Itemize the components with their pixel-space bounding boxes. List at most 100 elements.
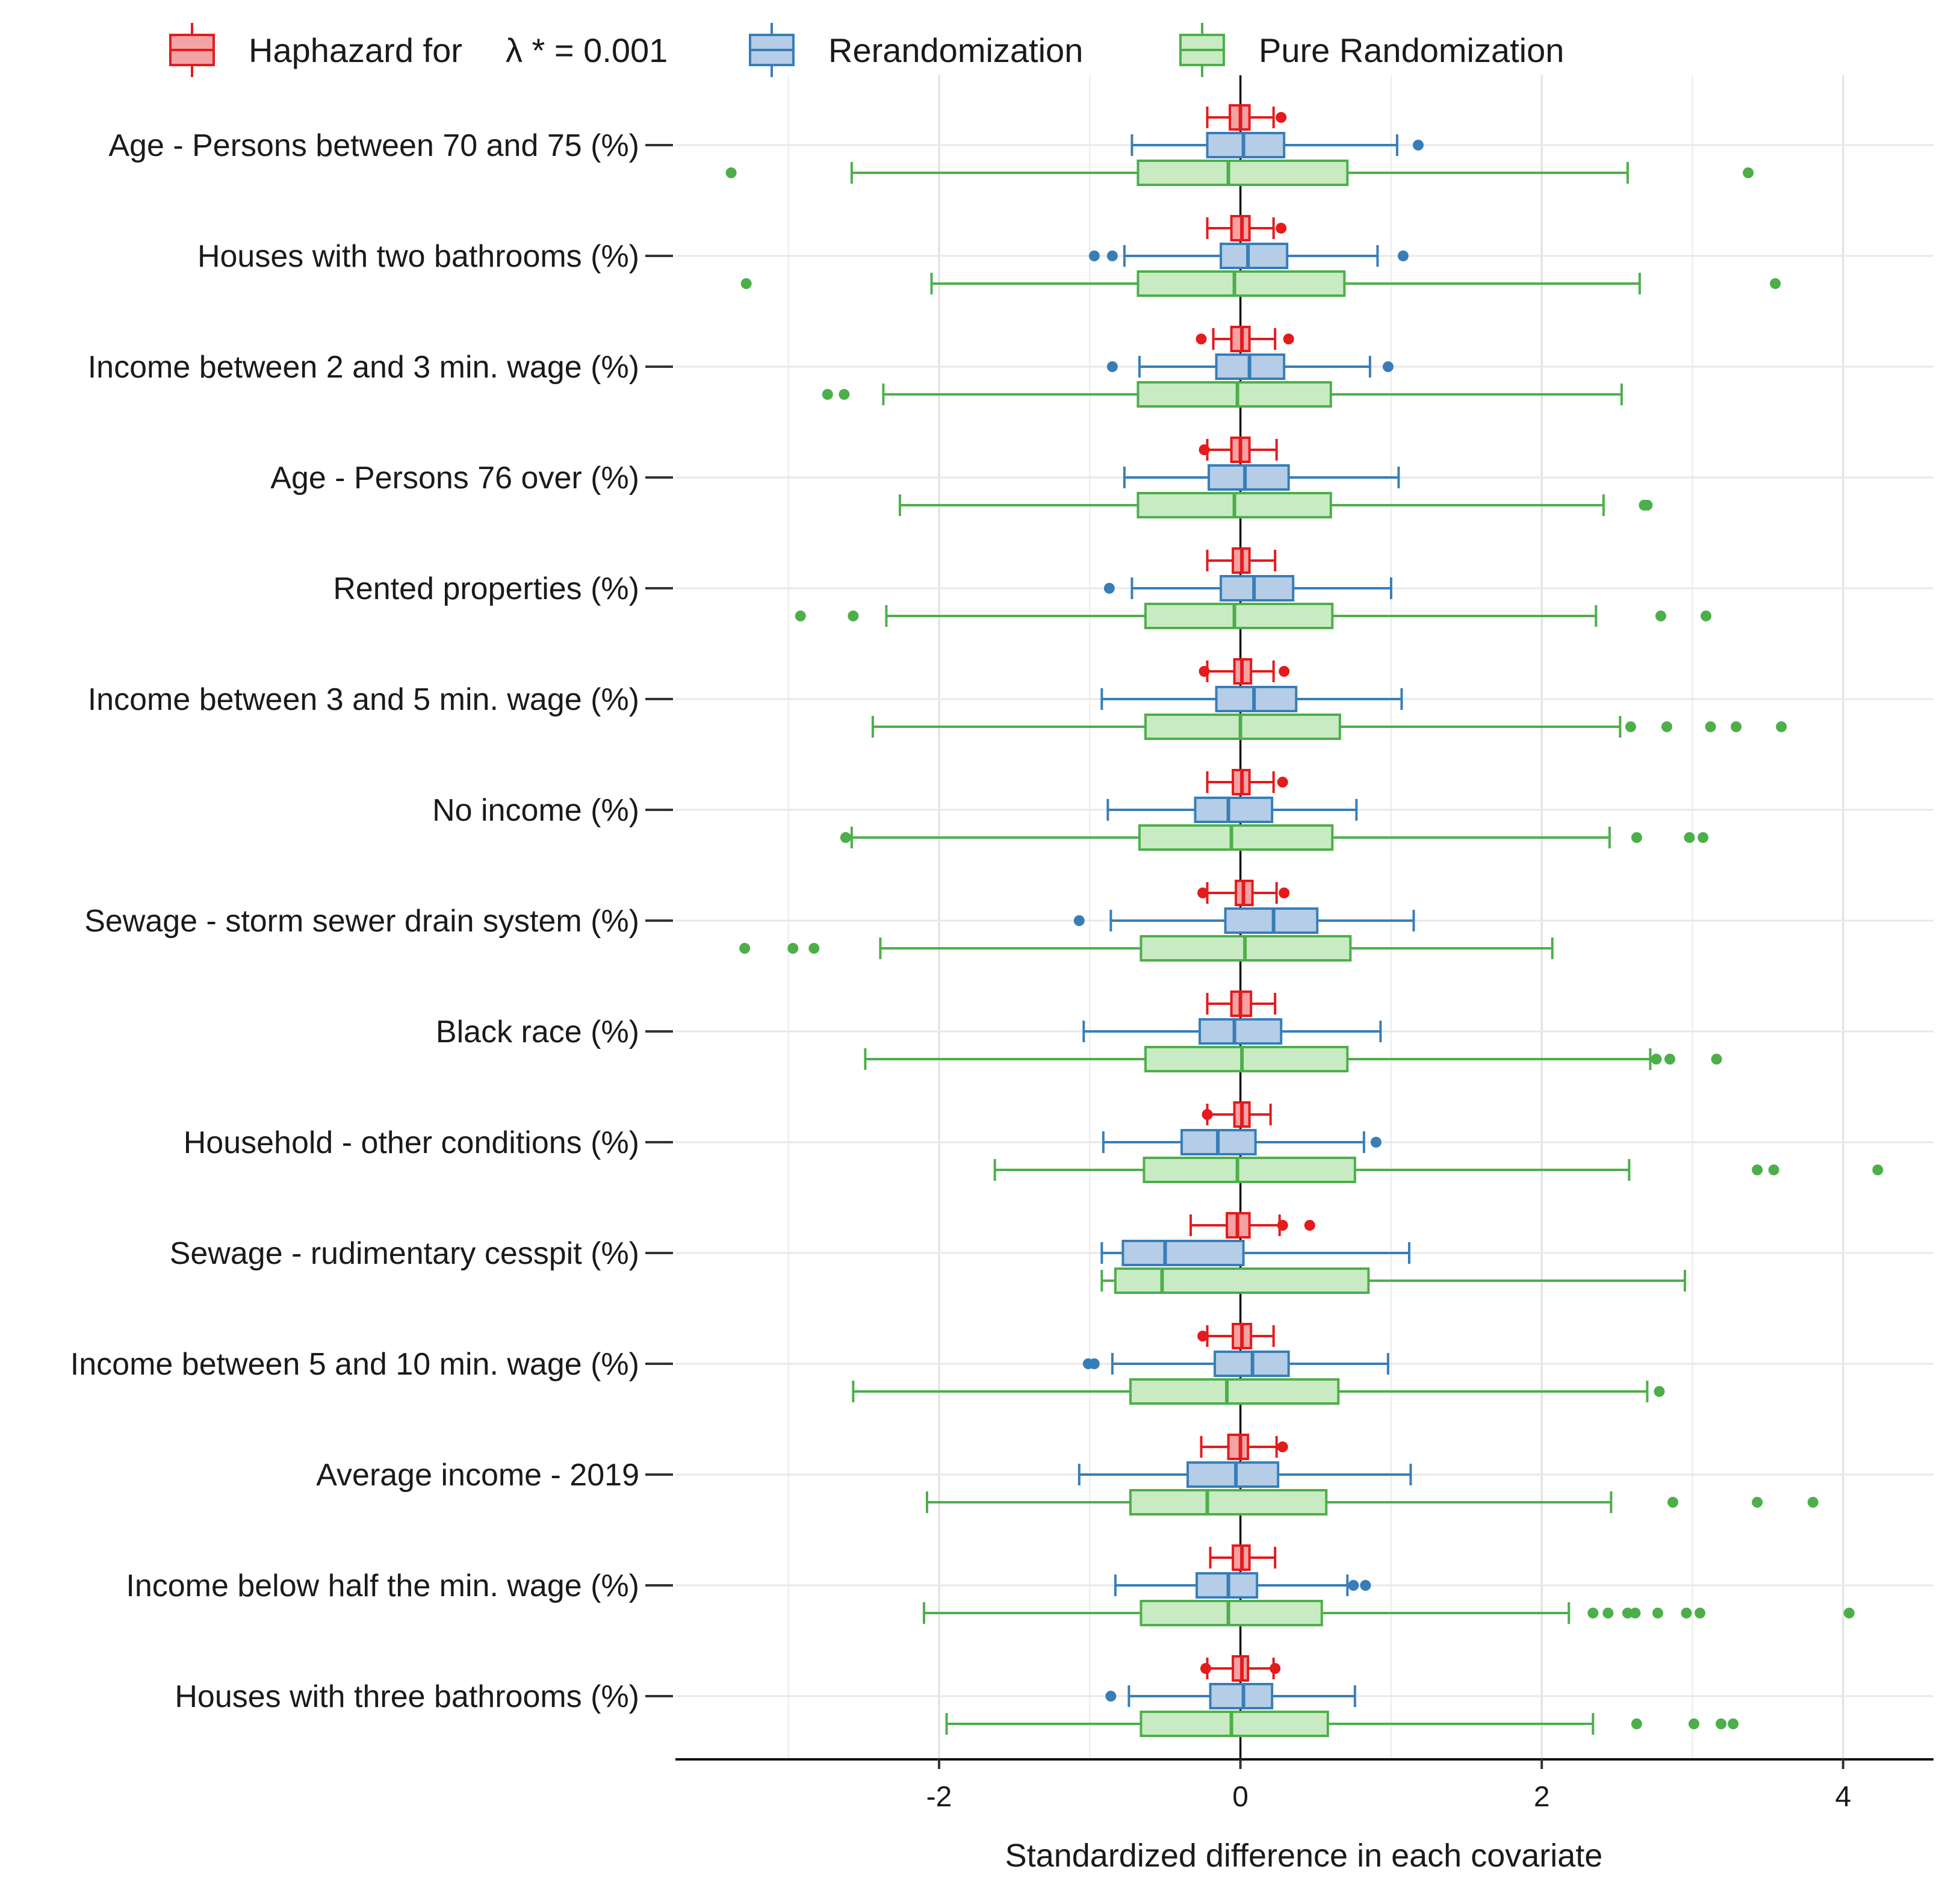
legend-label-rerandomization: Rerandomization [828,31,1083,69]
outlier-point-pure [1695,1608,1706,1618]
outlier-point-pure [1776,721,1787,732]
box-rerandomization [1102,1129,1382,1155]
outlier-point-haphazard [1199,666,1210,677]
box-pure [926,1489,1819,1516]
box-haphazard [1189,1212,1315,1239]
iqr-box-pure [1129,1378,1340,1405]
iqr-box-pure [1143,1157,1356,1183]
outlier-point-rerandomization [1106,250,1118,261]
iqr-box-rerandomization [1186,1461,1280,1488]
iqr-box-rerandomization [1209,1683,1274,1709]
iqr-box-rerandomization [1206,132,1286,158]
outlier-point-pure [1667,1497,1678,1508]
x-tick-label: 4 [1835,1781,1851,1813]
outlier-point-haphazard [1304,1220,1315,1231]
box-rerandomization [1114,1572,1371,1599]
category-label: Rented properties (%) [333,571,639,606]
box-pure [822,381,1623,408]
outlier-point-haphazard [1276,223,1287,234]
iqr-box-haphazard [1227,1434,1250,1460]
box-haphazard [1206,215,1287,241]
iqr-box-rerandomization [1199,1018,1283,1045]
x-axis-title: Standardized difference in each covariat… [1005,1838,1603,1874]
outlier-point-pure [1602,1608,1614,1618]
iqr-box-pure [1137,270,1346,297]
box-rerandomization [1082,1018,1382,1045]
outlier-point-rerandomization [1370,1137,1382,1148]
box-rerandomization [1088,243,1409,269]
outlier-point-rerandomization [1397,250,1409,261]
outlier-point-haphazard [1277,1441,1288,1452]
outlier-point-pure [1807,1497,1819,1508]
outlier-point-pure [1631,1718,1642,1729]
outlier-point-pure [1705,721,1716,732]
iqr-box-rerandomization [1224,907,1319,934]
outlier-point-pure [1731,721,1742,732]
legend: Haphazard for λ * = 0.001 Rerandomization P… [169,23,1564,77]
outlier-point-rerandomization [1073,915,1085,926]
category-label: Income between 3 and 5 min. wage (%) [88,682,639,717]
outlier-point-pure [1698,832,1709,843]
outlier-point-haphazard [1277,777,1288,788]
outlier-point-pure [1642,500,1653,511]
outlier-point-pure [1843,1608,1855,1618]
iqr-box-pure [1144,603,1334,629]
category-label: Household - other conditions (%) [184,1125,639,1160]
iqr-box-rerandomization [1220,243,1289,269]
box-pure [840,824,1709,851]
iqr-box-pure [1140,1711,1329,1737]
category-label: Sewage - storm sewer drain system (%) [84,904,639,939]
legend-entry-rerandomization: Rerandomization [749,23,1083,77]
outlier-point-haphazard [1197,888,1209,898]
iqr-box-pure [1138,824,1334,851]
outlier-point-rerandomization [1106,361,1118,372]
outlier-point-pure [787,943,799,954]
outlier-point-pure [1743,167,1754,178]
outlier-point-rerandomization [1412,140,1424,151]
box-pure [739,935,1554,962]
outlier-point-pure [1711,1054,1722,1065]
outlier-point-pure [1701,611,1712,621]
outlier-point-pure [1752,1497,1763,1508]
outlier-point-pure [1651,1054,1662,1065]
category-label: Income between 5 and 10 min. wage (%) [70,1347,639,1382]
box-haphazard [1206,104,1287,131]
box-pure [898,492,1653,518]
outlier-point-pure [1587,1608,1599,1618]
outlier-point-haphazard [1279,666,1290,677]
outlier-point-haphazard [1202,1109,1213,1120]
x-tick-label: 2 [1534,1781,1550,1813]
box-rerandomization [1105,1683,1356,1709]
x-tick-label: -2 [926,1781,952,1813]
iqr-box-pure [1137,381,1332,408]
category-label: Income below half the min. wage (%) [126,1568,639,1603]
outlier-point-pure [1716,1718,1727,1729]
iqr-box-pure [1129,1489,1328,1516]
box-rerandomization [1100,686,1403,712]
outlier-point-pure [1622,1608,1633,1618]
outlier-point-pure [1631,832,1642,843]
legend-math-haphazard: λ * = 0.001 [506,31,668,69]
outlier-point-haphazard [1276,112,1287,123]
outlier-point-rerandomization [1105,1691,1117,1702]
box-pure [864,1046,1722,1072]
box-haphazard [1200,1655,1281,1682]
iqr-box-rerandomization [1194,797,1274,823]
outlier-point-pure [725,167,737,178]
outlier-point-pure [795,611,806,621]
outlier-point-rerandomization [1360,1580,1371,1591]
box-rerandomization [1073,907,1415,934]
box-pure [922,1600,1855,1626]
box-haphazard [1196,326,1294,352]
category-label: Houses with three bathrooms (%) [175,1679,639,1714]
box-rerandomization [1100,1240,1410,1266]
iqr-box-pure [1144,1046,1349,1072]
outlier-point-pure [1752,1164,1763,1175]
legend-label-pure: Pure Randomization [1259,31,1564,69]
outlier-point-pure [848,611,859,621]
category-label: Sewage - rudimentary cesspit (%) [170,1236,639,1271]
outlier-point-rerandomization [1103,583,1115,594]
outlier-point-haphazard [1196,334,1207,344]
outlier-point-pure [1681,1608,1692,1618]
box-haphazard [1206,769,1288,795]
